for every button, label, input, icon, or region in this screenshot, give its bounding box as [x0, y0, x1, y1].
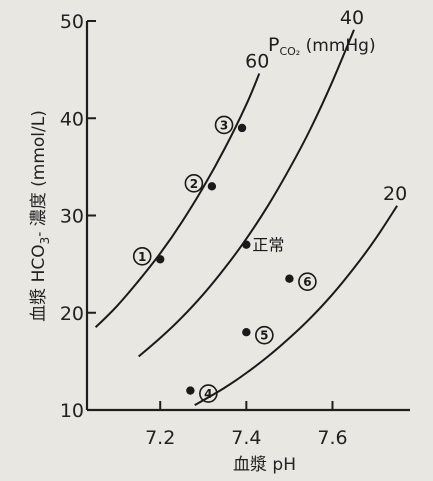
point-label-circle	[199, 384, 218, 403]
point-marker	[156, 255, 165, 264]
isobar-curve-40	[138, 29, 355, 358]
x-tick-label: 7.4	[231, 427, 261, 449]
y-tick-label: 10	[60, 400, 84, 422]
y-tick-label: 20	[60, 303, 84, 325]
y-tick-label: 40	[60, 108, 84, 130]
point-label-1: 1	[138, 250, 146, 264]
point-marker	[285, 274, 294, 283]
point-label-3: 3	[220, 118, 228, 132]
point-label-circle	[214, 115, 234, 135]
point-label-4: 4	[204, 387, 212, 401]
point-label-circle	[255, 325, 274, 345]
point-label-normal: 正常	[252, 236, 284, 255]
isobar-label-40: 40	[340, 7, 364, 29]
isobar-label-60: 60	[245, 51, 269, 73]
y-axis-label: 血漿 HCO3- 濃度 (mmol/L)	[29, 110, 52, 322]
point-marker	[242, 240, 251, 249]
isobar-curve-60	[94, 73, 261, 329]
point-label-6: 6	[303, 275, 311, 289]
point-label-2: 2	[190, 177, 198, 191]
x-axis-label: 血漿 pH	[233, 455, 296, 475]
isobar-curve-20	[194, 205, 398, 406]
point-marker	[186, 386, 195, 395]
y-tick-label: 50	[60, 11, 84, 33]
isobar-label-20: 20	[383, 183, 407, 205]
point-marker	[237, 123, 247, 133]
x-tick-label: 7.2	[145, 427, 175, 449]
y-tick-label: 30	[60, 206, 84, 228]
point-marker	[207, 182, 217, 191]
point-label-circle	[298, 272, 317, 292]
point-label-circle	[132, 246, 152, 266]
x-tick-label: 7.6	[317, 427, 347, 449]
point-label-5: 5	[260, 329, 268, 343]
point-label-circle	[184, 174, 204, 193]
legend-title: PCO₂ (mmHg)	[268, 34, 376, 58]
point-marker	[242, 328, 251, 337]
